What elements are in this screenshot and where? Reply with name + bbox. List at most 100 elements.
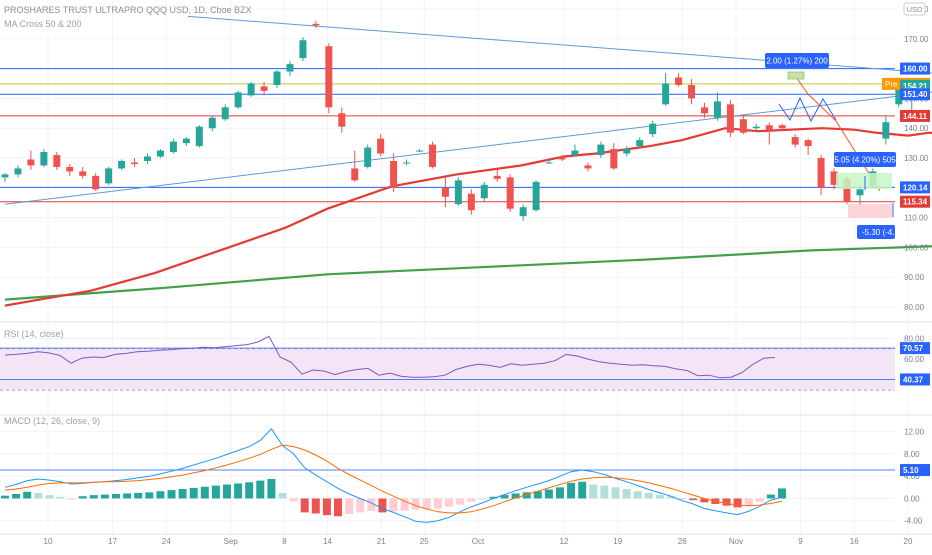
macd-histogram-bar — [667, 496, 675, 499]
macd-histogram-bar — [356, 498, 365, 513]
macd-histogram-bar — [123, 493, 132, 499]
macd-axis-label: 8.00 — [904, 450, 920, 459]
macd-histogram-bar — [156, 491, 165, 499]
short-measure-box — [848, 204, 892, 218]
candle-body — [131, 162, 139, 164]
pre-market-prefix: Pre — [885, 80, 898, 89]
trendline — [187, 15, 932, 74]
trendline — [4, 91, 932, 205]
candle-body — [882, 122, 890, 139]
price-badge-text: 115.34 — [903, 198, 928, 207]
macd-histogram-bar — [744, 498, 753, 507]
candle-body — [765, 125, 773, 130]
candle-body — [817, 158, 825, 188]
candle-body — [390, 160, 398, 188]
candle-body — [364, 147, 372, 167]
macd-histogram-bar — [189, 487, 198, 499]
candle-body — [105, 168, 113, 184]
macd-histogram-bar — [1, 495, 9, 499]
candle-body — [571, 150, 579, 156]
candle-body — [428, 144, 436, 167]
price-badge-text: 154.21 — [903, 82, 928, 91]
candle-body — [467, 193, 475, 211]
macd-histogram-bar — [578, 481, 587, 499]
time-axis-label: 24 — [162, 537, 171, 546]
macd-histogram-bar — [300, 498, 309, 513]
macd-histogram-bar — [478, 498, 487, 500]
time-axis-label: 9 — [798, 537, 803, 546]
candle-body — [778, 125, 786, 129]
macd-histogram-bar — [134, 492, 143, 499]
macd-histogram-bar — [378, 498, 387, 513]
macd-histogram-bar — [533, 491, 542, 499]
macd-histogram-bar — [12, 494, 21, 499]
currency-button[interactable] — [903, 2, 926, 16]
candle-body — [895, 87, 903, 105]
candle-body — [843, 178, 851, 202]
macd-histogram-bar — [100, 494, 109, 499]
level-lines-layer — [0, 15, 932, 471]
candle-body — [454, 180, 462, 205]
candle-body — [416, 150, 424, 152]
macd-histogram-bar — [755, 498, 764, 502]
candle-body — [791, 137, 799, 145]
candle-body — [260, 86, 268, 91]
projection-path — [778, 96, 837, 123]
macd-histogram-bar — [78, 496, 87, 499]
macd-axis-label: 0.00 — [904, 494, 920, 503]
macd-axis-label: 12.00 — [904, 428, 925, 437]
candle-body — [377, 138, 385, 154]
time-axis-label: 12 — [560, 537, 569, 546]
band-layer — [0, 348, 895, 391]
price-badge-text: 151.40 — [903, 90, 928, 99]
label-layer: 2.00 (1.27%) 200 5.05 (4.20%) 505 -5.30 (-… — [765, 53, 930, 477]
candle-body — [40, 152, 48, 166]
macd-histogram-bar — [700, 498, 709, 503]
macd-histogram-bar — [556, 487, 564, 499]
symbol-title: PROSHARES TRUST ULTRAPRO QQQ USD, 1D, Cb… — [4, 5, 252, 15]
rsi-badge — [900, 342, 930, 355]
candle-body — [662, 83, 670, 105]
candle-body — [169, 141, 177, 153]
candle-body — [701, 107, 709, 114]
time-axis-label: 14 — [323, 537, 332, 546]
time-axis-label: 17 — [108, 537, 117, 546]
macd-histogram-bar — [245, 482, 254, 499]
macd-histogram-bar — [589, 484, 598, 499]
macd-histogram-bar — [456, 498, 465, 505]
measure-box — [787, 71, 805, 80]
long-measure-box — [836, 173, 892, 189]
time-axis-label: 16 — [850, 537, 859, 546]
candle-body — [441, 187, 449, 197]
macd-histogram-bar — [500, 495, 509, 499]
macd-histogram-bar — [522, 492, 531, 499]
time-axis-label: 19 — [613, 537, 622, 546]
candle-body — [325, 46, 333, 108]
ma200-line — [4, 245, 932, 301]
macd-histogram-bar — [145, 492, 154, 499]
macd-histogram-bar — [167, 490, 176, 499]
macd-indicator-title: MACD (12, 26, close, 9) — [4, 416, 100, 426]
price-badge-text: 120.14 — [903, 183, 928, 192]
rsi-axis-label: 80.00 — [904, 334, 925, 343]
macd-badge — [900, 464, 930, 477]
candle-body — [545, 162, 553, 164]
macd-histogram-bar — [778, 488, 786, 499]
macd-histogram-bar — [211, 485, 220, 499]
candle-body — [286, 64, 294, 72]
price-axis-label: 130.00 — [904, 154, 929, 163]
candle-body — [53, 155, 61, 167]
price-badge — [900, 195, 930, 208]
candle-body — [403, 162, 411, 164]
short-callout-text: -5.30 (-4.5 — [862, 228, 899, 237]
price-badge — [900, 109, 930, 122]
macd-histogram-bar — [34, 492, 43, 499]
candle-body — [92, 175, 100, 190]
candle-body — [312, 23, 320, 26]
macd-histogram-bar — [567, 482, 576, 499]
candle-body — [143, 156, 151, 161]
rsi-badge-text: 40.37 — [903, 375, 924, 384]
